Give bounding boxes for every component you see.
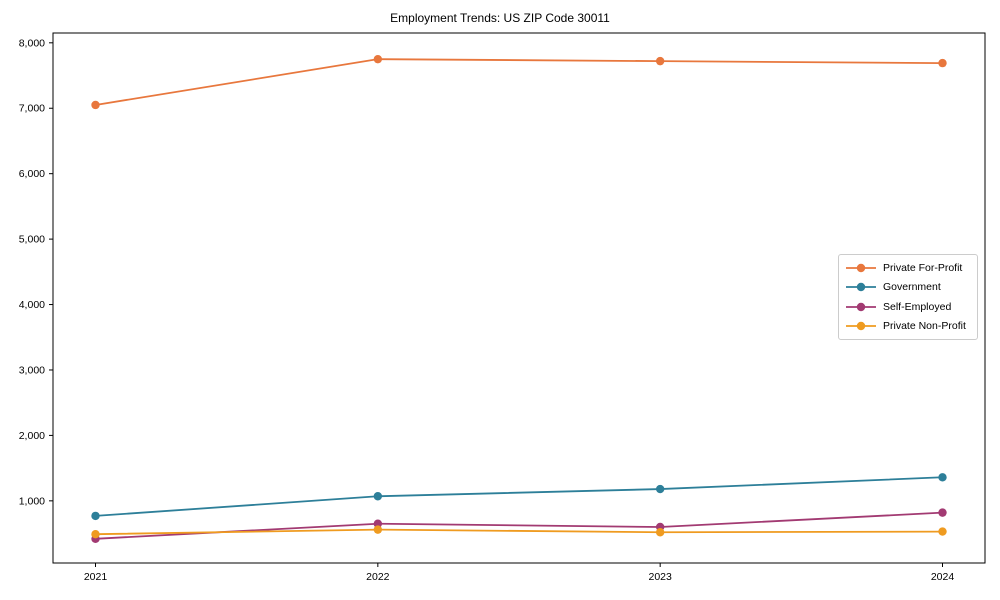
data-point-marker [938,473,947,482]
series-line-government [94,476,944,517]
legend-swatch-icon [846,322,876,331]
data-point-marker [91,511,100,521]
legend-label: Private For-Profit [883,261,963,274]
legend-entry: Self-Employed [846,298,970,316]
y-tick-label: 4,000 [19,299,45,311]
data-point-marker [91,530,100,539]
data-point-marker [373,519,383,528]
legend-swatch-icon [846,283,876,292]
data-point-marker [373,525,383,534]
x-tick-label: 2022 [366,571,390,583]
data-point-marker [938,508,947,517]
data-point-marker [655,528,665,537]
series-line-self-employed [94,511,944,540]
series-line-private-for-profit [94,58,944,106]
x-tick-label: 2021 [84,571,108,583]
y-tick-label: 3,000 [19,364,45,376]
y-tick-label: 2,000 [19,430,45,442]
y-tick-label: 6,000 [19,168,45,180]
chart-title: Employment Trends: US ZIP Code 30011 [390,11,610,25]
data-point-marker [655,484,665,494]
plot-frame [52,32,986,564]
legend-label: Government [883,281,941,294]
y-tick-label: 8,000 [19,37,45,49]
series-line-private-non-profit [94,528,944,536]
legend-entry: Private Non-Profit [846,317,970,335]
legend-label: Private Non-Profit [883,320,966,333]
legend: Private For-Profit Government Self-Employe… [838,254,978,340]
x-tick-label: 2023 [648,571,672,583]
y-tick-label: 7,000 [19,103,45,115]
y-tick-label: 1,000 [19,495,45,507]
y-tick-label: 5,000 [19,234,45,246]
data-point-marker [938,527,947,536]
data-point-marker [373,492,383,501]
x-tick-label: 2024 [931,571,955,583]
legend-swatch-icon [846,302,876,311]
data-point-marker [373,54,383,64]
data-point-marker [655,56,665,66]
data-point-marker [938,58,947,68]
legend-swatch-icon [846,263,876,272]
legend-label: Self-Employed [883,300,952,313]
legend-entry: Government [846,278,970,296]
legend-entry: Private For-Profit [846,259,970,277]
data-point-marker [91,100,100,110]
